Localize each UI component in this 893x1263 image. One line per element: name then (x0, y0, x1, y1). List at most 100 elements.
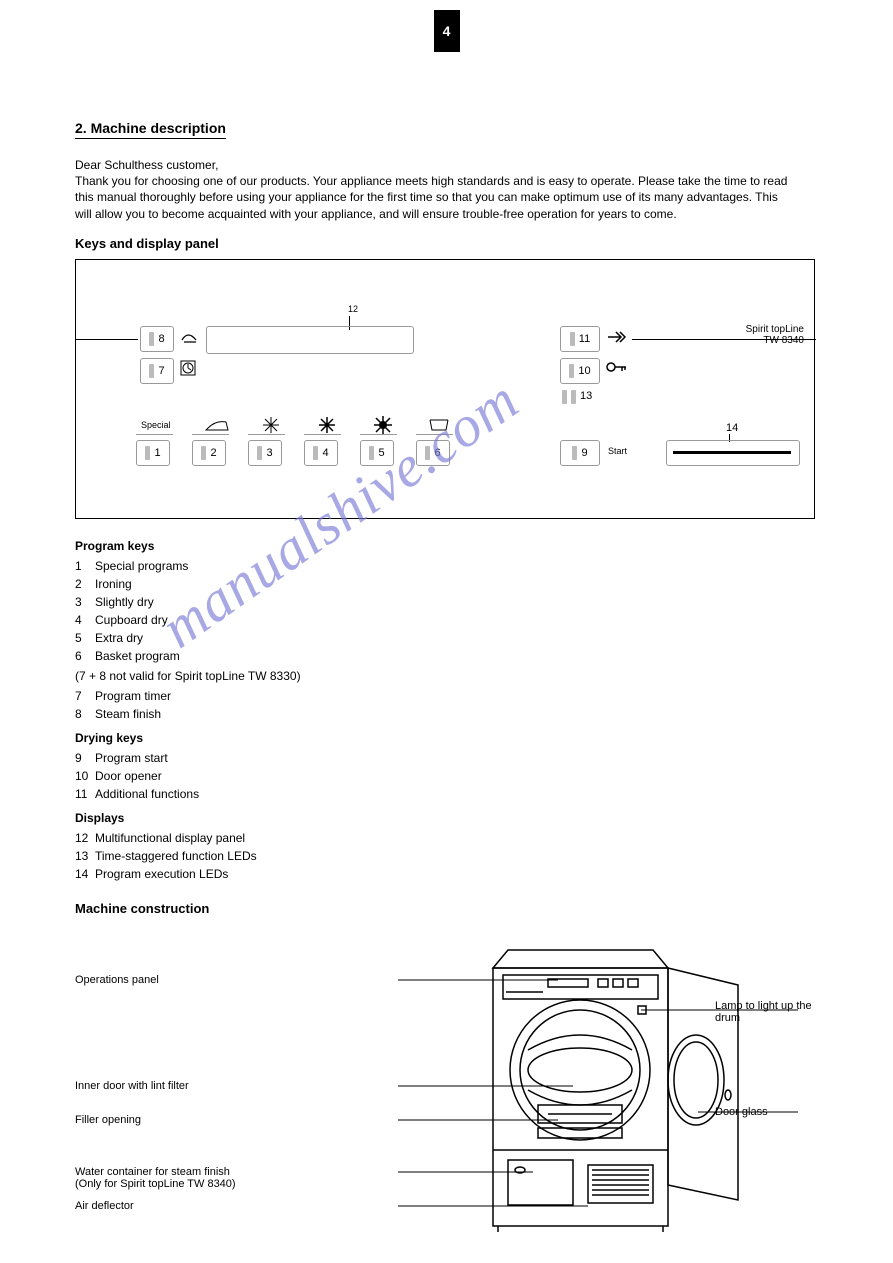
item-num: 4 (75, 613, 95, 627)
steam-icon (180, 328, 200, 344)
list-item: 1Special programs (75, 559, 818, 573)
construction-heading: Machine construction (75, 901, 818, 916)
list-item: 3Slightly dry (75, 595, 818, 609)
divider (416, 434, 453, 435)
button-4-label: 4 (322, 447, 328, 459)
item-text: Additional functions (95, 787, 199, 801)
brand-line2: TW 8340 (746, 335, 804, 346)
list-item: 5Extra dry (75, 631, 818, 645)
item-text: Extra dry (95, 631, 143, 645)
brand-block: Spirit topLine TW 8340 (746, 324, 804, 346)
button-5: 5 (360, 440, 394, 466)
label-water: Water container for steam finish (Only f… (75, 1166, 236, 1190)
led-icon (257, 446, 262, 460)
button-11: 11 (560, 326, 600, 352)
label-air: Air deflector (75, 1200, 134, 1212)
progress-bar (673, 451, 791, 454)
button-1: 1 (136, 440, 170, 466)
button-9-label: 9 (581, 447, 587, 459)
led-icon (570, 332, 575, 346)
footnote: (7 + 8 not valid for Spirit topLine TW 8… (75, 669, 818, 683)
control-panel-diagram: 12 8 7 11 10 13 Spirit topLine TW 8340 S… (75, 259, 815, 519)
item-num: 6 (75, 649, 95, 663)
button-6-label: 6 (434, 447, 440, 459)
program-keys-list: Program keys 1Special programs 2Ironing … (75, 539, 818, 721)
label-filler: Filler opening (75, 1114, 141, 1126)
list-item: 4Cupboard dry (75, 613, 818, 627)
item-num: 7 (75, 689, 95, 703)
button-7-label: 7 (158, 365, 164, 377)
button-5-label: 5 (378, 447, 384, 459)
led-icon (149, 332, 154, 346)
label-inner: Inner door with lint filter (75, 1080, 189, 1092)
button-11-label: 11 (579, 333, 590, 345)
basket-icon (428, 418, 450, 432)
intro-paragraph: Dear Schulthess customer, Thank you for … (75, 157, 795, 222)
item-num: 12 (75, 831, 95, 845)
item-text: Time-staggered function LEDs (95, 849, 257, 863)
button-9: 9 (560, 440, 600, 466)
item-num: 13 (75, 849, 95, 863)
button-3-label: 3 (266, 447, 272, 459)
divider (304, 434, 341, 435)
star-filled-icon (374, 416, 392, 434)
label-13: 13 (580, 390, 592, 402)
item-text: Ironing (95, 577, 132, 591)
list-item: 10Door opener (75, 769, 818, 783)
led-icon (571, 390, 576, 404)
button-7: 7 (140, 358, 174, 384)
led-icon (562, 390, 567, 404)
list-item: 7Program timer (75, 689, 818, 703)
indicator-13 (562, 390, 580, 407)
displays-heading: Displays (75, 811, 818, 825)
button-10: 10 (560, 358, 600, 384)
divider (360, 434, 397, 435)
page-number-marker: 4 (434, 10, 460, 52)
panel-heading: Keys and display panel (75, 236, 818, 251)
construction-diagram: Operations panel Inner door with lint fi… (75, 940, 818, 1260)
item-text: Program execution LEDs (95, 867, 228, 881)
drying-keys-list: Drying keys 9Program start 10Door opener… (75, 731, 818, 801)
item-num: 9 (75, 751, 95, 765)
button-8-label: 8 (158, 333, 164, 345)
item-text: Program timer (95, 689, 171, 703)
list-item: 2Ironing (75, 577, 818, 591)
progress-box (666, 440, 800, 466)
led-icon (313, 446, 318, 460)
start-label: Start (608, 446, 627, 456)
button-6: 6 (416, 440, 450, 466)
button-3: 3 (248, 440, 282, 466)
divider (248, 434, 285, 435)
list-item: 9Program start (75, 751, 818, 765)
item-text: Special programs (95, 559, 188, 573)
section-heading: 2. Machine description (75, 120, 226, 139)
item-num: 11 (75, 787, 95, 801)
list-item: 8Steam finish (75, 707, 818, 721)
led-icon (145, 446, 150, 460)
list-item: 6Basket program (75, 649, 818, 663)
item-text: Cupboard dry (95, 613, 168, 627)
brand-line1: Spirit topLine (746, 324, 804, 335)
displays-list: Displays 12Multifunctional display panel… (75, 811, 818, 881)
label-display-12: 12 (348, 304, 358, 314)
star-small-icon (262, 416, 280, 434)
list-item: 12Multifunctional display panel (75, 831, 818, 845)
item-text: Slightly dry (95, 595, 154, 609)
item-num: 10 (75, 769, 95, 783)
display-12 (206, 326, 414, 354)
item-num: 1 (75, 559, 95, 573)
special-label: Special (141, 420, 171, 430)
item-text: Program start (95, 751, 168, 765)
arrow-icon (606, 330, 628, 344)
led-icon (569, 364, 574, 378)
led-icon (425, 446, 430, 460)
item-text: Door opener (95, 769, 162, 783)
divider (192, 434, 229, 435)
button-2: 2 (192, 440, 226, 466)
drying-keys-heading: Drying keys (75, 731, 818, 745)
item-num: 3 (75, 595, 95, 609)
led-icon (149, 364, 154, 378)
page-number-text: 4 (443, 23, 451, 39)
divider (136, 434, 173, 435)
appliance-illustration (398, 940, 798, 1240)
